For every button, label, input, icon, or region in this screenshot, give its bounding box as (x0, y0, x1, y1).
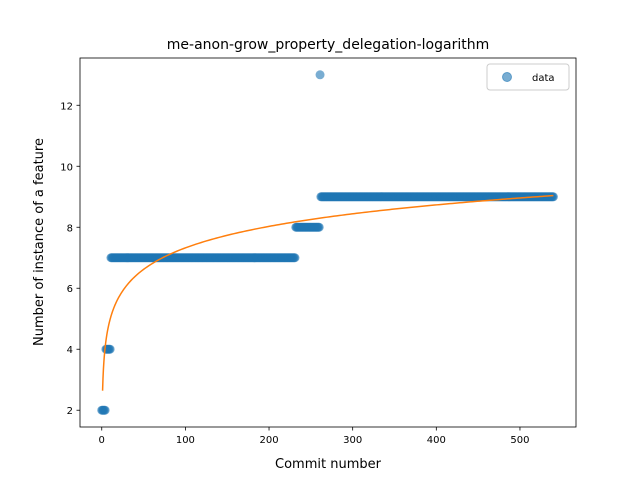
axes: 0 100 200 300 400 500 2 4 6 8 10 12 (60, 57, 577, 446)
data-point (105, 344, 115, 354)
axes-frame (79, 57, 577, 428)
x-tick-label: 500 (510, 435, 529, 446)
data-point (290, 253, 300, 263)
x-tick-label: 400 (427, 435, 446, 446)
legend-label-data: data (532, 73, 555, 84)
y-axis-label: Number of instance of a feature (32, 138, 47, 346)
legend-box (486, 63, 570, 91)
chart-title: me-anon-grow_property_delegation-logarit… (167, 37, 489, 53)
y-tick-label: 8 (67, 223, 73, 234)
y-tick-label: 10 (60, 162, 73, 173)
legend-marker-data (502, 72, 512, 82)
y-tick-label: 6 (67, 284, 73, 295)
data-point (548, 192, 558, 202)
plot-area (97, 70, 558, 415)
x-tick-label: 200 (259, 435, 278, 446)
y-tick-label: 12 (60, 101, 73, 112)
data-point (100, 405, 110, 415)
y-tick-label: 2 (67, 406, 73, 417)
legend: data (486, 63, 570, 91)
x-tick-label: 300 (343, 435, 362, 446)
x-axis-label: Commit number (275, 457, 382, 472)
data-point (314, 222, 324, 232)
x-tick-label: 0 (99, 435, 105, 446)
y-tick-label: 4 (67, 345, 73, 356)
data-point (315, 70, 325, 80)
x-tick-label: 100 (176, 435, 195, 446)
fit-line (101, 194, 554, 391)
